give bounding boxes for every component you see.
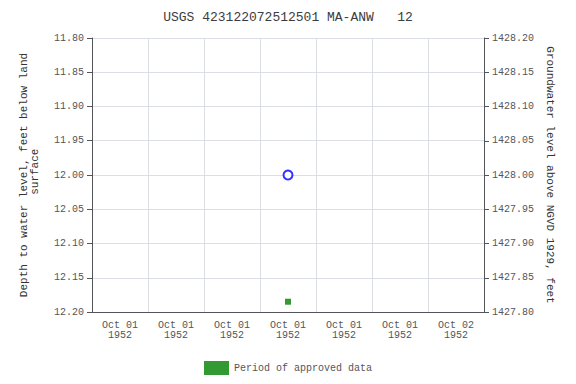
- svg-text:1952: 1952: [444, 330, 468, 341]
- svg-text:USGS 423122072512501 MA-ANW: USGS 423122072512501 MA-ANW 12: [163, 10, 413, 25]
- svg-text:Depth to water level, feet bel: Depth to water level, feet below land: [17, 52, 30, 298]
- svg-text:12.00: 12.00: [54, 170, 84, 181]
- svg-text:1952: 1952: [108, 330, 132, 341]
- svg-text:1952: 1952: [276, 330, 300, 341]
- svg-text:Oct 01: Oct 01: [270, 319, 306, 331]
- svg-text:Period of approved data: Period of approved data: [234, 363, 372, 374]
- svg-text:1428.00: 1428.00: [492, 170, 534, 181]
- svg-text:Oct 01: Oct 01: [382, 319, 418, 331]
- svg-text:12.05: 12.05: [54, 204, 84, 215]
- svg-text:1952: 1952: [332, 330, 356, 341]
- svg-text:11.90: 11.90: [54, 101, 84, 112]
- svg-text:Oct 01: Oct 01: [214, 319, 250, 331]
- svg-text:12.20: 12.20: [54, 307, 84, 318]
- svg-text:1427.90: 1427.90: [492, 238, 534, 249]
- svg-text:1428.10: 1428.10: [492, 101, 534, 112]
- svg-text:Oct 02: Oct 02: [438, 319, 474, 331]
- svg-text:12.15: 12.15: [54, 272, 84, 283]
- svg-text:12.10: 12.10: [54, 238, 84, 249]
- svg-text:1428.05: 1428.05: [492, 135, 534, 146]
- svg-text:1952: 1952: [164, 330, 188, 341]
- svg-text:1428.15: 1428.15: [492, 67, 534, 78]
- svg-text:surface: surface: [29, 149, 41, 202]
- svg-text:1427.85: 1427.85: [492, 272, 534, 283]
- svg-text:Oct 01: Oct 01: [158, 319, 194, 331]
- svg-text:11.85: 11.85: [54, 67, 84, 78]
- svg-text:1428.20: 1428.20: [492, 33, 534, 44]
- svg-text:Oct 01: Oct 01: [326, 319, 362, 331]
- svg-text:1952: 1952: [220, 330, 244, 341]
- svg-text:1952: 1952: [388, 330, 412, 341]
- svg-text:Oct 01: Oct 01: [102, 319, 138, 331]
- svg-text:11.80: 11.80: [54, 33, 84, 44]
- svg-text:11.95: 11.95: [54, 135, 84, 146]
- svg-text:Groundwater level above NGVD 1: Groundwater level above NGVD 1929, feet: [544, 46, 556, 303]
- svg-text:1427.80: 1427.80: [492, 307, 534, 318]
- svg-text:1427.95: 1427.95: [492, 204, 534, 215]
